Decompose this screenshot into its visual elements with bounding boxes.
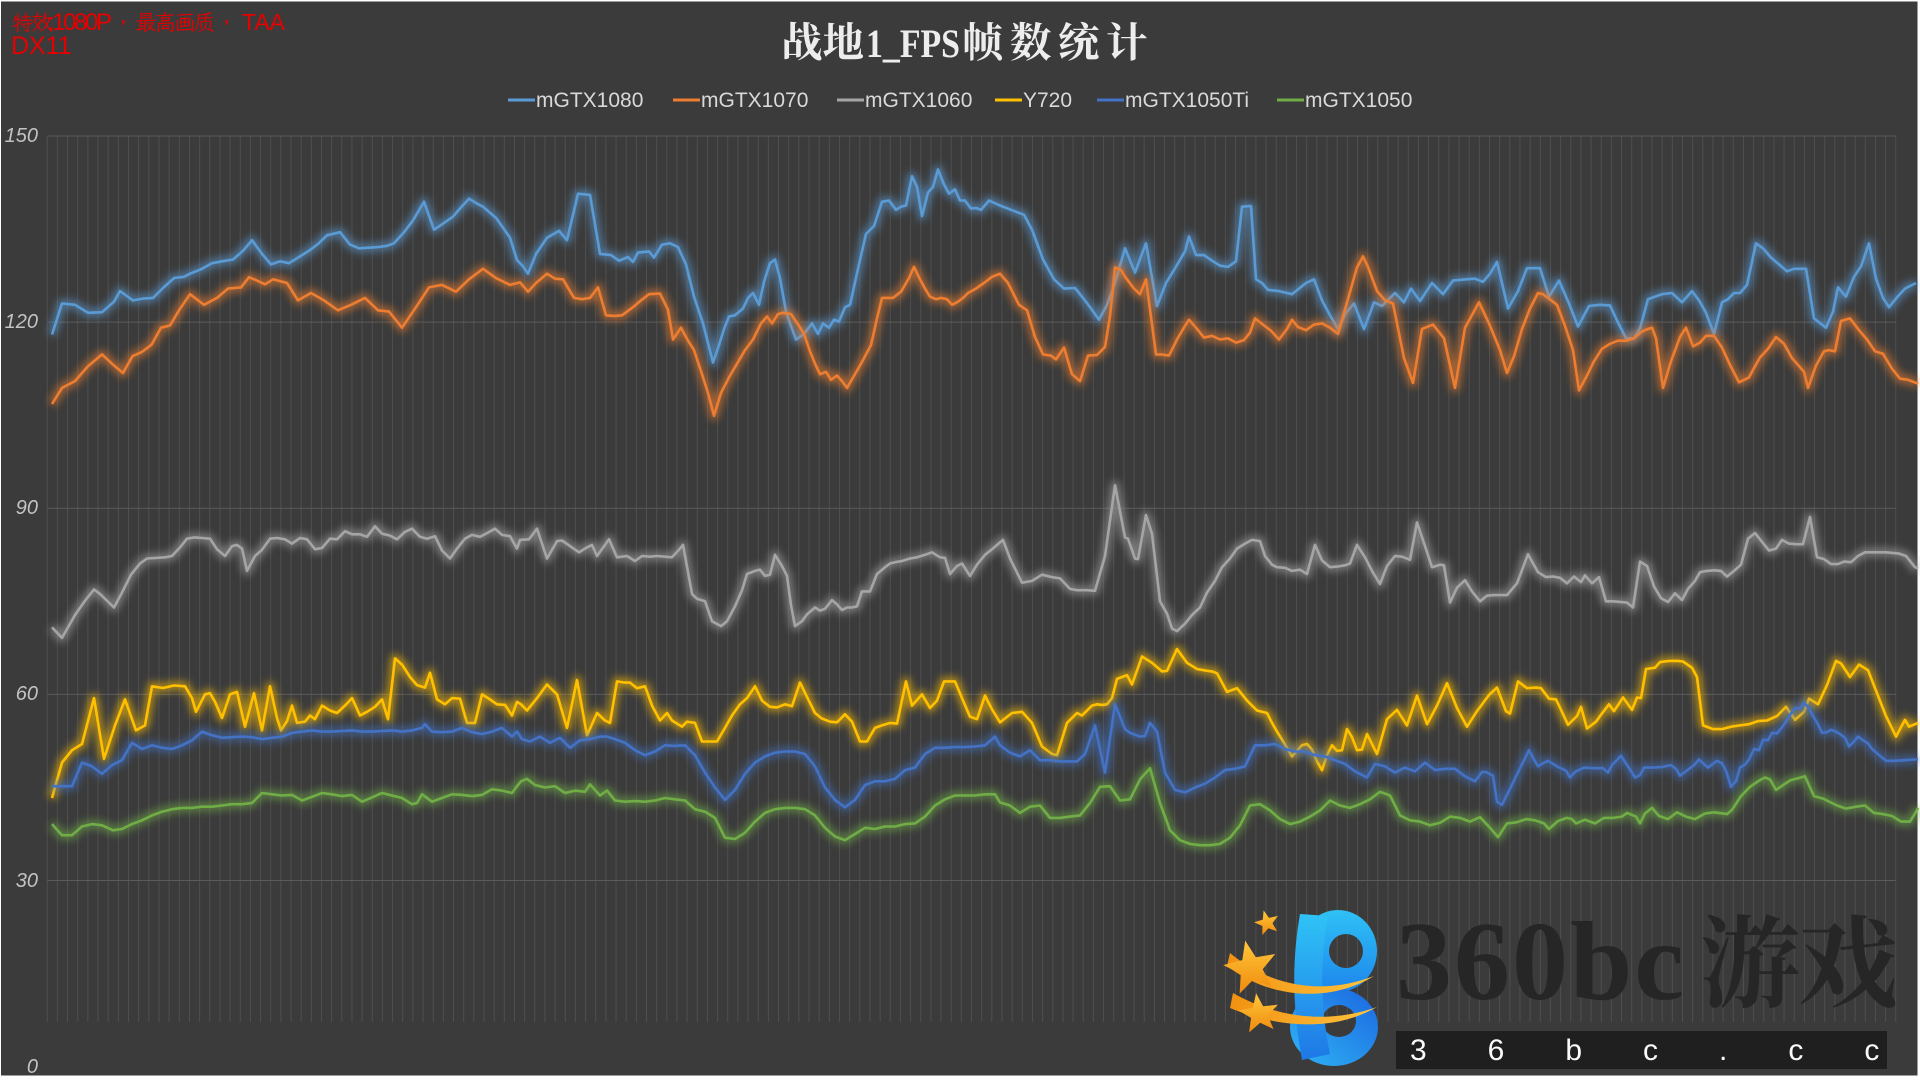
- svg-text:1_FPS: 1_FPS: [866, 21, 960, 66]
- svg-text:60: 60: [16, 683, 38, 705]
- svg-text:150: 150: [5, 125, 38, 147]
- svg-text:mGTX1050: mGTX1050: [1305, 89, 1412, 112]
- svg-text:36bc.cc: 36bc.cc: [1410, 1034, 1920, 1067]
- svg-text:90: 90: [16, 497, 38, 519]
- svg-text:120: 120: [5, 311, 38, 333]
- svg-text:mGTX1080: mGTX1080: [536, 89, 643, 112]
- svg-text:mGTX1070: mGTX1070: [701, 89, 808, 112]
- svg-text:30: 30: [16, 870, 38, 892]
- svg-text:360bc: 360bc: [1396, 900, 1686, 1024]
- svg-text:Y720: Y720: [1023, 89, 1072, 112]
- svg-text:mGTX1060: mGTX1060: [865, 89, 972, 112]
- svg-text:mGTX1050Ti: mGTX1050Ti: [1125, 89, 1249, 112]
- svg-text::1080P: :1080P: [48, 9, 112, 36]
- svg-text:0: 0: [27, 1056, 38, 1078]
- svg-text:TAA: TAA: [242, 9, 286, 35]
- svg-text:DX11: DX11: [11, 32, 72, 60]
